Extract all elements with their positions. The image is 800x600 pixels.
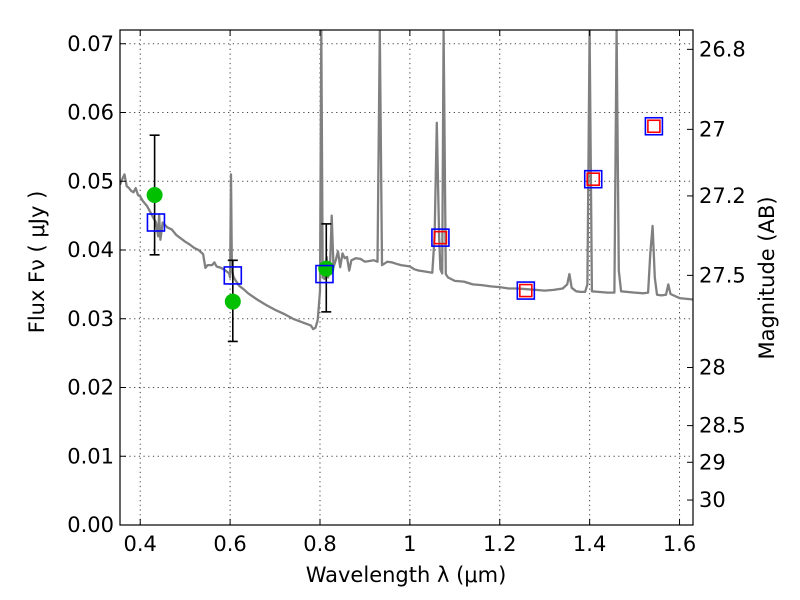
right-tick-label: 26.8 (699, 37, 746, 61)
x-tick-label: 1.4 (573, 532, 606, 556)
red-square (433, 230, 448, 245)
axis-ticks: 0.4 0.6 0.8 1 1.2 1.4 1.6 0.00 0.01 0.02 0.03 0.04 0… (67, 30, 746, 556)
right-tick-label: 28.5 (699, 414, 746, 438)
plot-frame (119, 29, 694, 526)
x-tick-label: 0.8 (303, 532, 336, 556)
y-tick-label: 0.02 (67, 376, 114, 400)
right-tick-label: 30 (699, 488, 726, 512)
blue-square (315, 264, 334, 284)
blue-square (146, 213, 166, 232)
blue-square (431, 228, 450, 247)
y-tick-label: 0.03 (67, 307, 114, 331)
x-tick-label: 1.2 (483, 532, 516, 556)
right-tick-label: 27.2 (699, 184, 746, 208)
green-point (146, 187, 163, 203)
y-tick-label: 0.06 (67, 101, 114, 125)
x-tick-label: 0.6 (213, 532, 246, 556)
right-tick-label: 27 (699, 117, 726, 141)
y-tick-label: 0.05 (67, 169, 114, 193)
x-axis-label: Wavelength λ (μm) (306, 563, 507, 587)
y-tick-label: 0.00 (67, 513, 114, 537)
red-square (519, 283, 533, 298)
green-point (224, 293, 241, 310)
y-tick-label: 0.04 (67, 238, 114, 262)
red-square (586, 172, 601, 186)
right-tick-label: 27.5 (699, 263, 746, 287)
blue-squares (146, 116, 664, 300)
blue-square (583, 169, 603, 189)
x-tick-label: 1.6 (663, 532, 696, 556)
right-tick-label: 28 (699, 355, 726, 379)
green-points (146, 187, 335, 310)
blue-square (223, 266, 243, 285)
plot-area (120, 30, 693, 343)
red-squares (433, 119, 661, 298)
y-tick-label: 0.07 (67, 32, 114, 56)
y-axis-right-label: Magnitude (AB) (755, 196, 779, 359)
right-tick-label: 29 (699, 450, 726, 474)
series-spectrum-line (120, 30, 693, 331)
blue-square (644, 116, 664, 136)
x-tick-label: 0.4 (124, 532, 157, 556)
y-axis-label: Flux Fν ( μJy ) (25, 191, 49, 334)
blue-square (516, 281, 536, 300)
y-tick-label: 0.01 (67, 444, 114, 468)
x-tick-label: 1 (403, 532, 416, 556)
red-square (647, 119, 661, 134)
green-point (318, 260, 335, 277)
